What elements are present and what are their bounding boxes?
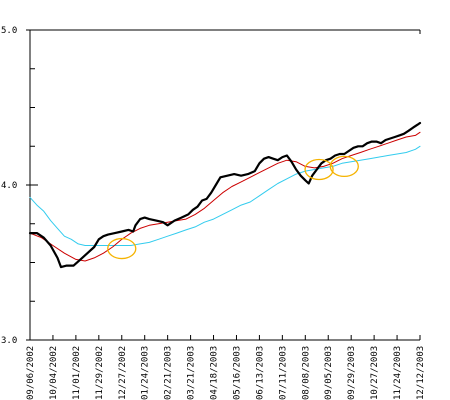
- series-line-0: [28, 121, 422, 269]
- y-minor-ticks: [30, 68, 35, 302]
- x-tick-label: 09/05/2003: [324, 346, 334, 400]
- series-line-1: [29, 131, 421, 262]
- series-line-2: [29, 145, 421, 246]
- x-axis: 09/06/2002 10/04/2002 11/01/2002 11/29/2002…: [26, 335, 426, 400]
- x-tick-label: 10/27/2003: [370, 346, 380, 400]
- y-tick-label: 4.0: [1, 181, 17, 191]
- y-tick-label: 3.0: [1, 336, 17, 346]
- annotation-layer: [107, 155, 359, 260]
- x-tick-label: 05/16/2003: [232, 346, 242, 400]
- y-tick-label: 5.0: [1, 26, 17, 36]
- highlight-ellipse: [107, 237, 137, 260]
- y-axis: 5.0 4.0 3.0: [1, 26, 38, 346]
- x-tick-label: 08/08/2003: [301, 346, 311, 400]
- highlight-ellipse: [304, 158, 334, 181]
- x-tick-label: 11/24/2003: [393, 346, 403, 400]
- x-tick-label: 12/12/2003: [416, 346, 426, 400]
- x-tick-label: 04/18/2003: [210, 346, 220, 400]
- x-tick-label: 12/27/2002: [118, 346, 128, 400]
- x-tick-label: 09/06/2002: [26, 346, 36, 400]
- x-tick-label: 11/01/2002: [72, 346, 82, 400]
- highlight-ellipse: [329, 155, 359, 178]
- x-tick-label: 09/29/2003: [347, 346, 357, 400]
- series-layer: [28, 121, 422, 269]
- x-tick-label: 06/13/2003: [255, 346, 265, 400]
- x-tick-label: 07/11/2003: [278, 346, 288, 400]
- x-tick-label: 03/21/2003: [187, 346, 197, 400]
- x-tick-label: 01/24/2003: [141, 346, 151, 400]
- x-tick-label: 02/21/2003: [164, 346, 174, 400]
- x-tick-label: 10/04/2002: [49, 346, 59, 400]
- x-tick-label: 11/29/2002: [95, 346, 105, 400]
